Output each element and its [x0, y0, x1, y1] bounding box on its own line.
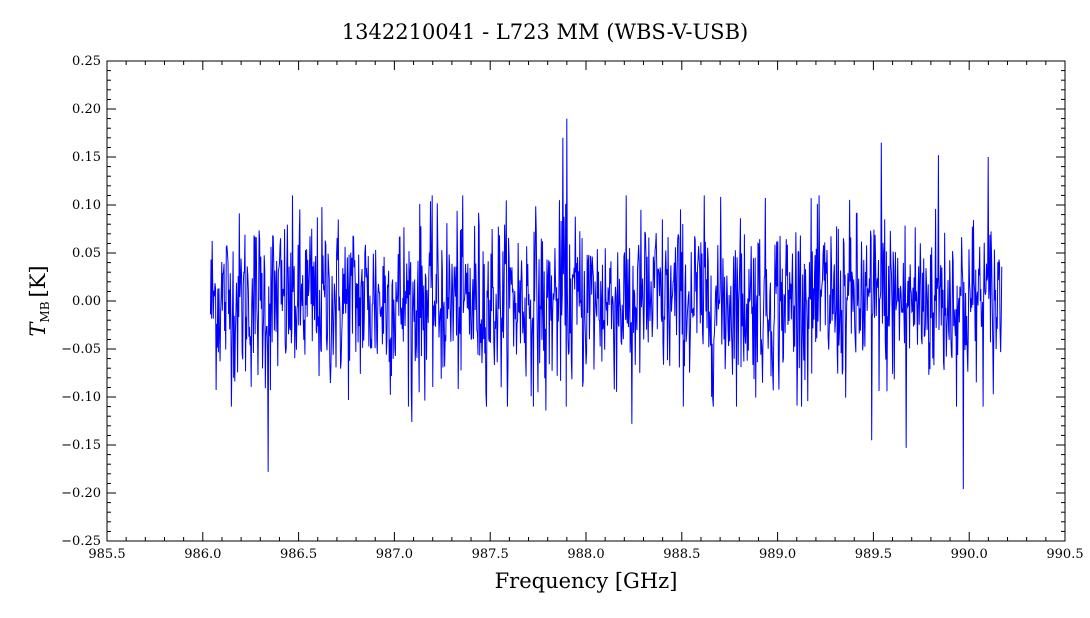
x-tick-label: 989.5 — [855, 547, 892, 562]
x-axis-label: Frequency [GHz] — [495, 569, 678, 593]
y-tick-label: 0.25 — [72, 54, 101, 69]
x-tick-label: 988.5 — [663, 547, 700, 562]
y-axis-label: TMB [K] — [26, 265, 52, 336]
x-tick-label: 989.0 — [759, 547, 796, 562]
svg-text:TMB[K]: TMB [K] — [26, 265, 52, 336]
x-tick-label: 986.5 — [280, 547, 317, 562]
spectrum-series-line — [209, 118, 1003, 490]
y-tick-label: −0.15 — [61, 438, 101, 453]
y-tick-label: 0.00 — [72, 294, 101, 309]
y-tick-labels: −0.25 −0.20 −0.15 −0.10 −0.05 0.00 0.05 0.10 0.1… — [61, 54, 101, 549]
x-tick-label: 985.5 — [88, 547, 125, 562]
y-tick-label: 0.10 — [72, 198, 101, 213]
y-axis-label-unit: [K] — [26, 265, 50, 297]
chart-title: 1342210041 - L723 MM (WBS-V-USB) — [342, 20, 748, 44]
x-tick-label: 990.5 — [1046, 547, 1083, 562]
x-tick-label: 987.0 — [376, 547, 413, 562]
y-tick-label: 0.20 — [72, 102, 101, 117]
y-tick-label: −0.10 — [61, 390, 101, 405]
x-tick-label: 988.0 — [567, 547, 604, 562]
y-axis-label-subscript: MB — [38, 301, 52, 322]
plot-area: 985.5 986.0 986.5 987.0 987.5 988.0 988.5 989.0… — [61, 54, 1083, 562]
x-tick-label: 990.0 — [951, 547, 988, 562]
y-tick-label: −0.05 — [61, 342, 101, 357]
y-tick-label: 0.15 — [72, 150, 101, 165]
x-tick-label: 986.0 — [184, 547, 221, 562]
y-tick-label: −0.25 — [61, 534, 101, 549]
y-tick-label: 0.05 — [72, 246, 101, 261]
y-tick-label: −0.20 — [61, 486, 101, 501]
series-layer — [209, 118, 1003, 490]
x-tick-label: 987.5 — [472, 547, 509, 562]
y-axis-label-symbol: T — [26, 321, 50, 337]
x-tick-labels: 985.5 986.0 986.5 987.0 987.5 988.0 988.5 989.0… — [88, 547, 1083, 562]
tick-layer — [106, 60, 1066, 542]
